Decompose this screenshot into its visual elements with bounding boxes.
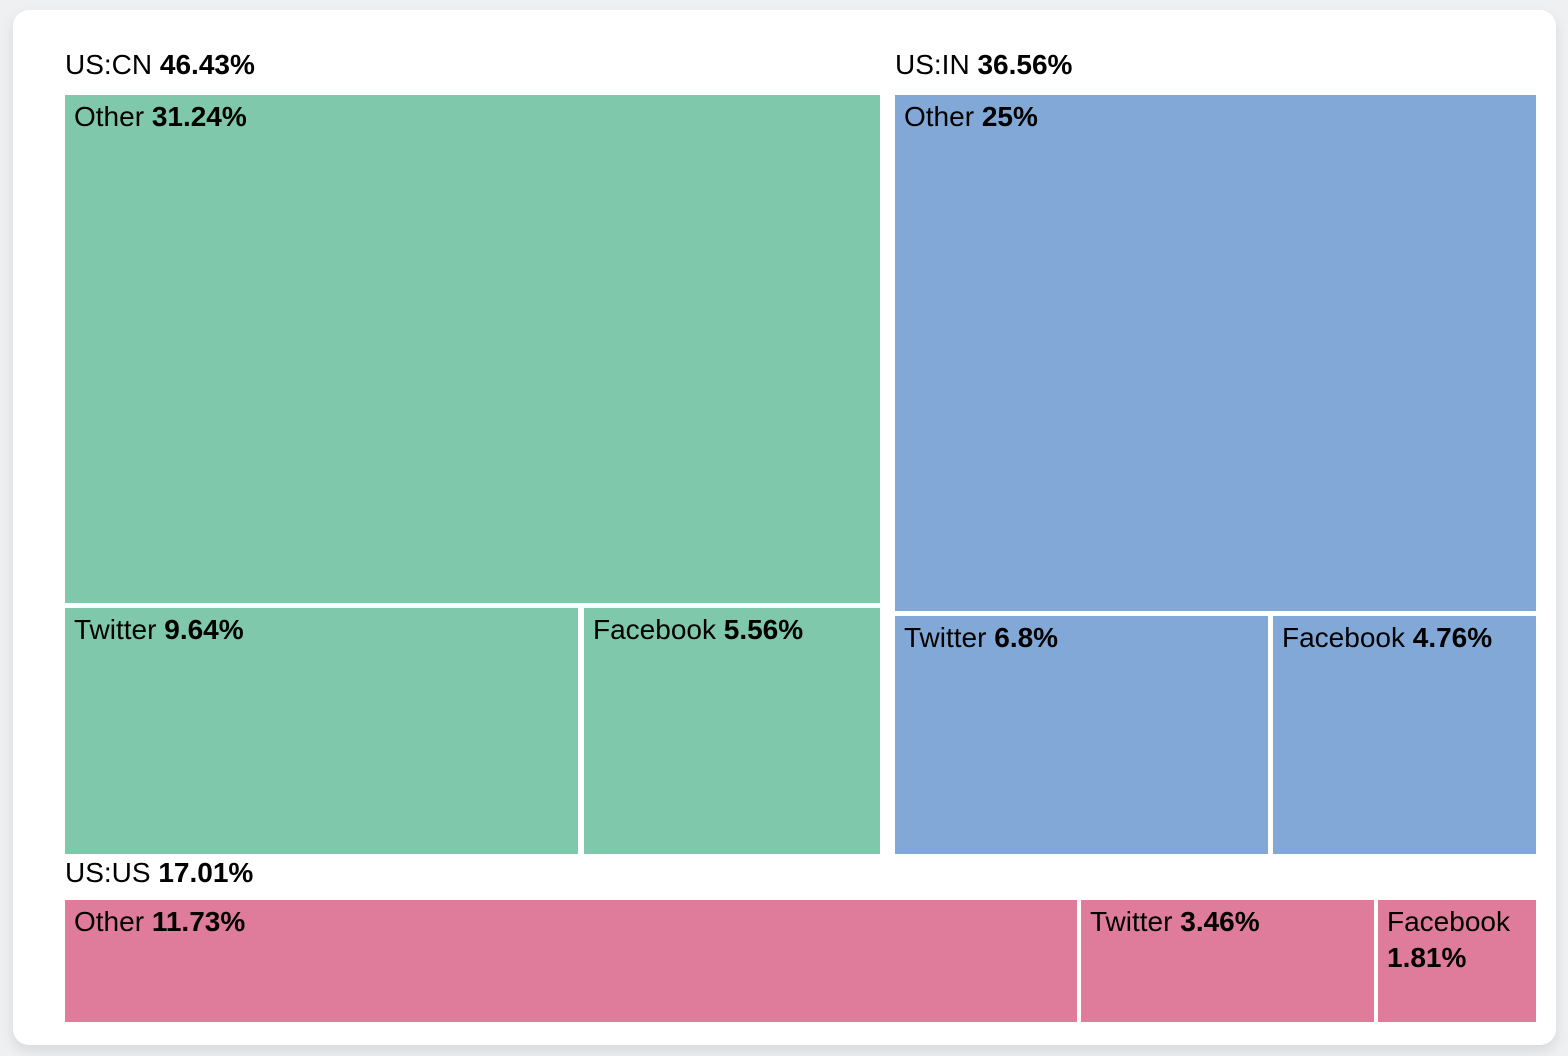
cell-name: Twitter — [74, 614, 157, 645]
treemap-cell-us-cn-twitter[interactable]: Twitter 9.64% — [65, 608, 578, 854]
treemap-cell-us-us-facebook[interactable]: Facebook 1.81% — [1378, 900, 1536, 1022]
cell-value: 1.81% — [1387, 942, 1467, 973]
cell-name: Other — [904, 101, 975, 132]
treemap-cell-us-us-other[interactable]: Other 11.73% — [65, 900, 1077, 1022]
cell-value: 4.76% — [1412, 622, 1493, 653]
treemap-cell-us-in-facebook[interactable]: Facebook 4.76% — [1273, 616, 1536, 854]
cell-name: Facebook — [1282, 622, 1405, 653]
cell-value: 11.73% — [151, 906, 246, 937]
cell-name: Twitter — [1090, 906, 1173, 937]
cell-value: 31.24% — [151, 101, 247, 132]
cell-value: 5.56% — [723, 614, 804, 645]
cell-value: 6.8% — [994, 622, 1059, 653]
treemap-cell-us-us-twitter[interactable]: Twitter 3.46% — [1081, 900, 1374, 1022]
treemap-group-label-us-in: US:IN 36.56% — [895, 48, 1072, 82]
treemap-card: US:CN 46.43% Other 31.24% Twitter 9.64% … — [13, 10, 1556, 1045]
group-name: US:US — [65, 857, 151, 888]
treemap-cell-us-cn-other[interactable]: Other 31.24% — [65, 95, 880, 603]
cell-name: Facebook — [1387, 906, 1510, 937]
treemap-cell-us-cn-facebook[interactable]: Facebook 5.56% — [584, 608, 880, 854]
group-value: 36.56% — [977, 49, 1073, 80]
group-value: 17.01% — [158, 857, 254, 888]
treemap-group-label-us-cn: US:CN 46.43% — [65, 48, 255, 82]
cell-name: Other — [74, 906, 145, 937]
treemap-group-label-us-us: US:US 17.01% — [65, 856, 253, 890]
cell-name: Twitter — [904, 622, 987, 653]
group-name: US:IN — [895, 49, 970, 80]
cell-name: Other — [74, 101, 145, 132]
treemap-cell-us-in-other[interactable]: Other 25% — [895, 95, 1536, 611]
group-name: US:CN — [65, 49, 153, 80]
cell-value: 3.46% — [1180, 906, 1260, 937]
treemap-cell-us-in-twitter[interactable]: Twitter 6.8% — [895, 616, 1268, 854]
cell-value: 25% — [981, 101, 1038, 132]
cell-name: Facebook — [593, 614, 716, 645]
cell-value: 9.64% — [164, 614, 244, 645]
group-value: 46.43% — [159, 49, 255, 80]
